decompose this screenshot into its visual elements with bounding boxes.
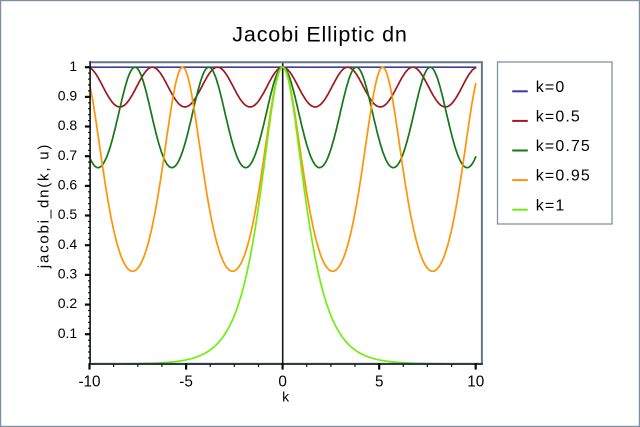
svg-text:0.8: 0.8 xyxy=(58,117,78,133)
svg-text:k=0: k=0 xyxy=(536,79,566,96)
svg-text:0.4: 0.4 xyxy=(58,236,78,252)
svg-text:k=0.95: k=0.95 xyxy=(536,168,591,185)
svg-text:0.7: 0.7 xyxy=(58,147,78,163)
svg-text:-5: -5 xyxy=(179,373,193,390)
svg-text:0.5: 0.5 xyxy=(58,206,78,222)
svg-text:0: 0 xyxy=(278,373,287,390)
svg-text:k=0.75: k=0.75 xyxy=(536,138,591,155)
svg-text:5: 5 xyxy=(375,373,384,390)
svg-text:k: k xyxy=(282,389,290,405)
svg-text:k=0.5: k=0.5 xyxy=(536,109,581,126)
svg-text:0.9: 0.9 xyxy=(58,88,78,104)
svg-text:-10: -10 xyxy=(78,373,100,390)
svg-text:0.3: 0.3 xyxy=(58,266,78,282)
svg-text:0.2: 0.2 xyxy=(58,295,78,311)
svg-text:Jacobi Elliptic dn: Jacobi Elliptic dn xyxy=(232,23,407,47)
svg-text:1: 1 xyxy=(69,58,77,74)
svg-text:k=1: k=1 xyxy=(536,197,566,214)
svg-text:0.6: 0.6 xyxy=(58,177,78,193)
svg-text:0.1: 0.1 xyxy=(58,325,78,341)
svg-text:10: 10 xyxy=(467,373,484,390)
svg-text:jacobi_dn(k, u): jacobi_dn(k, u) xyxy=(35,143,52,269)
